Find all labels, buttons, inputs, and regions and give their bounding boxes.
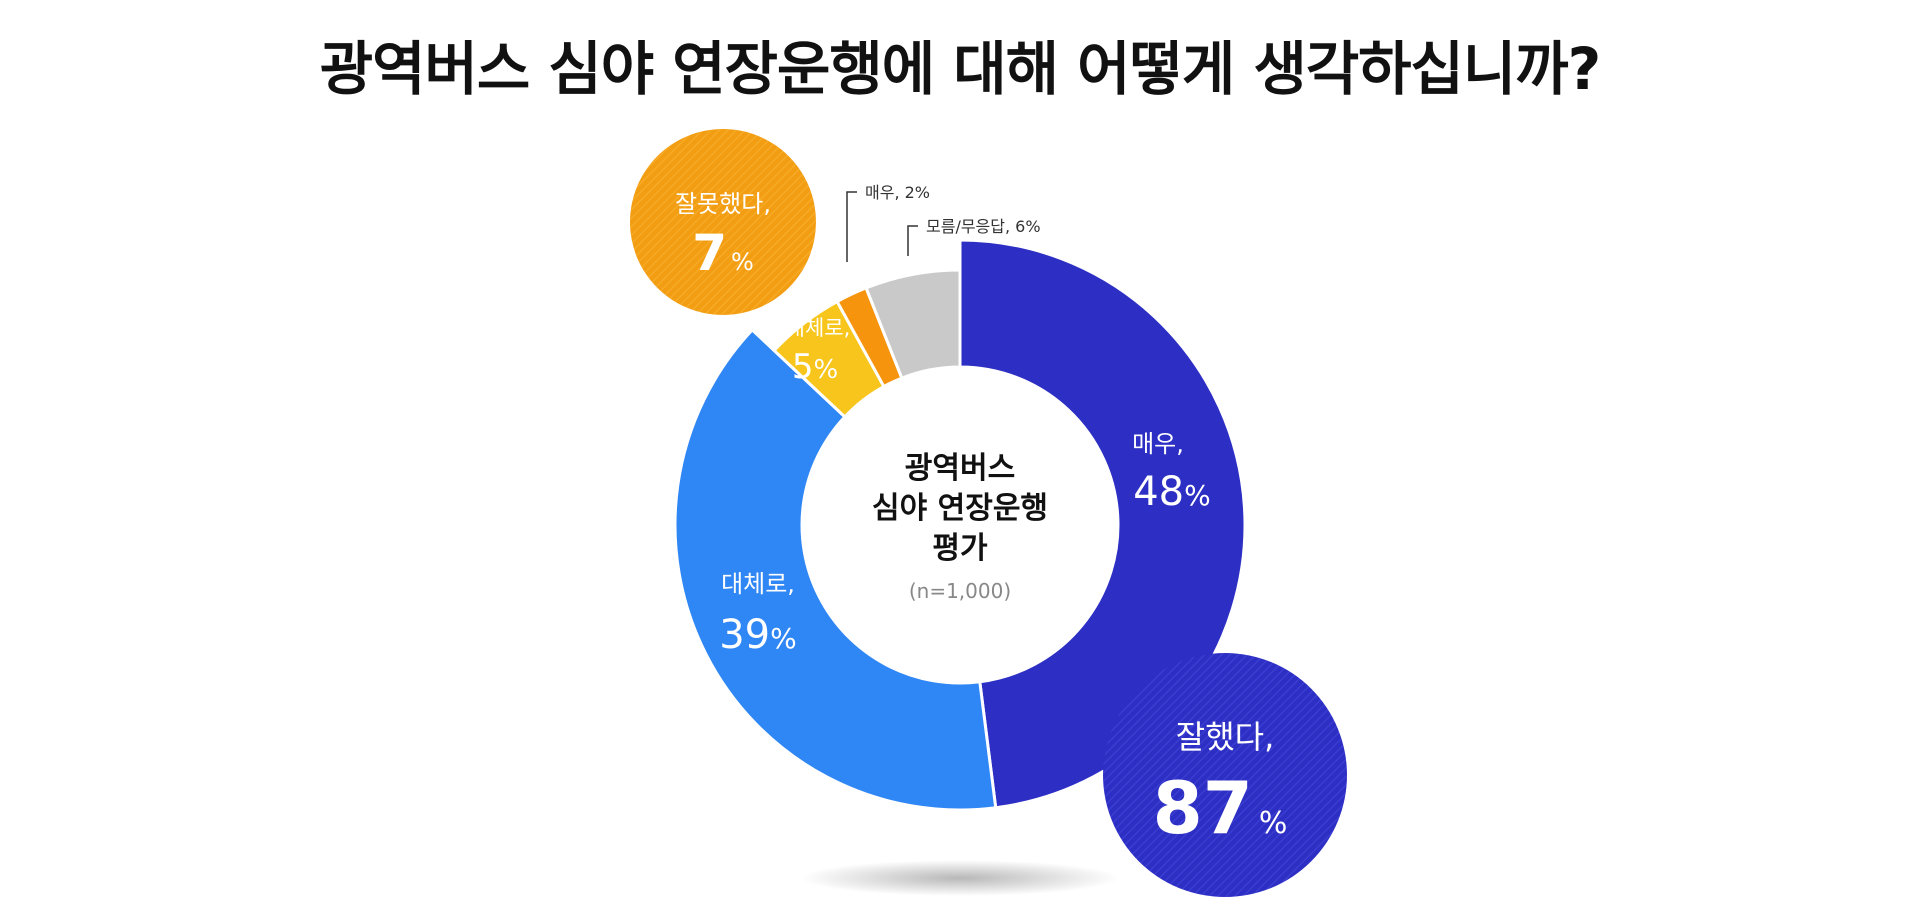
leader-line-no-answer (907, 225, 918, 256)
chart-shadow (800, 860, 1120, 896)
label-no-answer: 모름/무응답, 6% (926, 217, 1041, 236)
bubble-bad-value: 7% (692, 224, 754, 282)
label-very-good: 매우, (1132, 430, 1184, 458)
donut-center (802, 367, 1118, 683)
center-sample-size: (n=1,000) (909, 579, 1011, 603)
bubble-good-label: 잘했다, (1176, 718, 1275, 756)
label-fairly-good: 대체로, (721, 570, 795, 598)
bubble-bad-label: 잘못했다, (675, 190, 771, 218)
value-very-good: 48% (1133, 469, 1211, 515)
leader-line-very-bad (846, 191, 857, 262)
bubble-good-total (1103, 653, 1347, 897)
center-line-2: 심야 연장운행 (872, 491, 1048, 526)
chart-title: 광역버스 심야 연장운행에 대해 어떻게 생각하십니까? (319, 35, 1602, 103)
bubble-good-value: 87% (1153, 766, 1288, 850)
label-very-bad: 매우, 2% (865, 183, 930, 202)
center-line-1: 광역버스 (905, 451, 1015, 486)
value-fairly-bad: 5% (792, 347, 838, 387)
center-line-3: 평가 (932, 531, 988, 566)
label-fairly-bad: 대체로, (786, 316, 851, 340)
value-fairly-good: 39% (719, 612, 797, 658)
bubble-bad-total (630, 129, 816, 315)
